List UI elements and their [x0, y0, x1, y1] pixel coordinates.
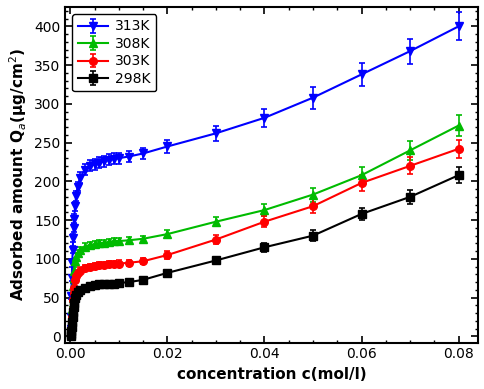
- X-axis label: concentration c(mol/l): concentration c(mol/l): [177, 367, 366, 382]
- Legend: 313K, 308K, 303K, 298K: 313K, 308K, 303K, 298K: [72, 14, 156, 91]
- Y-axis label: Adsorbed amount Q$_a$(μg/cm$^2$): Adsorbed amount Q$_a$(μg/cm$^2$): [7, 48, 29, 301]
